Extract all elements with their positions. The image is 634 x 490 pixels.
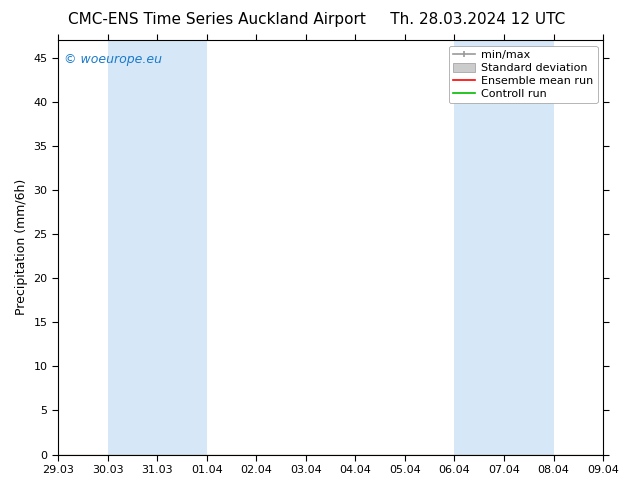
Text: CMC-ENS Time Series Auckland Airport     Th. 28.03.2024 12 UTC: CMC-ENS Time Series Auckland Airport Th.…: [68, 12, 566, 27]
Bar: [603, 40, 634, 455]
Bar: [455, 40, 553, 455]
Legend: min/max, Standard deviation, Ensemble mean run, Controll run: min/max, Standard deviation, Ensemble me…: [449, 46, 597, 103]
Y-axis label: Precipitation (mm/6h): Precipitation (mm/6h): [15, 179, 28, 316]
Text: © woeurope.eu: © woeurope.eu: [63, 52, 162, 66]
Bar: [108, 40, 207, 455]
